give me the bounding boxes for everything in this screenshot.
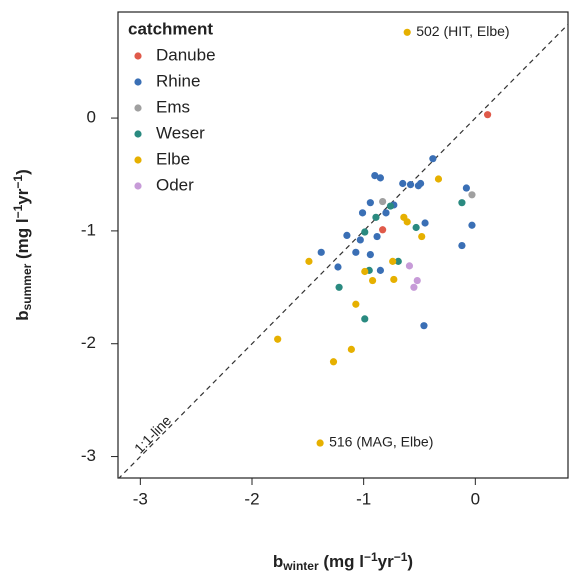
data-point [382, 209, 390, 217]
y-axis-label-part: −1 [11, 204, 25, 218]
legend-label: Ems [156, 97, 190, 116]
x-axis-label-part: ) [407, 552, 413, 571]
data-point [403, 28, 411, 36]
data-point [484, 111, 492, 119]
annotation: 502 (HIT, Elbe) [416, 23, 509, 39]
data-point [329, 358, 338, 366]
data-point [403, 218, 411, 226]
data-point [347, 345, 355, 353]
data-point [372, 213, 380, 221]
data-point [376, 266, 385, 274]
data-point [429, 155, 437, 163]
x-axis-label-part: winter [282, 559, 319, 573]
data-point [413, 276, 421, 285]
data-point [390, 275, 398, 284]
legend-label: Weser [156, 123, 205, 142]
data-point [420, 322, 428, 330]
legend-swatch [134, 130, 142, 138]
legend-title: catchment [128, 19, 213, 38]
legend-swatch [134, 182, 142, 190]
y-tick-label: -3 [81, 446, 96, 465]
x-axis-label-part: −1 [394, 550, 408, 564]
y-axis-label-part: yr [13, 188, 32, 204]
legend-label: Oder [156, 175, 194, 194]
data-point [399, 179, 407, 188]
legend-label: Rhine [156, 71, 200, 90]
data-point [421, 219, 429, 227]
data-point [462, 184, 470, 192]
legend-label: Danube [156, 45, 216, 64]
legend-label: Elbe [156, 149, 190, 168]
legend-swatch [134, 104, 142, 112]
y-tick-label: -2 [81, 333, 96, 352]
data-point [379, 226, 387, 234]
data-point [316, 439, 324, 447]
data-point [352, 300, 360, 308]
x-axis-label-part: −1 [364, 550, 378, 564]
data-point [361, 267, 369, 276]
data-point [305, 257, 313, 265]
x-tick-label: -1 [356, 489, 371, 508]
plot-area [118, 23, 568, 478]
data-point [373, 232, 381, 241]
data-point [361, 315, 369, 323]
x-axis-label: bwinter (mg l−1yr−1) [273, 550, 413, 572]
data-point [376, 174, 385, 182]
data-point [379, 197, 387, 206]
y-axis-label: bsummer (mg l−1yr−1) [11, 169, 33, 321]
data-point [274, 335, 282, 343]
y-tick-label: -1 [81, 220, 96, 239]
data-point [343, 231, 351, 240]
y-axis-label-part: summer [20, 263, 34, 310]
legend-swatch [134, 156, 142, 164]
data-point [405, 262, 414, 270]
x-axis-label-part: yr [378, 552, 394, 571]
annotation: 516 (MAG, Elbe) [329, 434, 433, 450]
data-point [406, 181, 415, 189]
one-to-one-line [118, 23, 568, 478]
data-point [389, 257, 397, 265]
data-point [361, 228, 369, 236]
data-point [417, 179, 425, 188]
y-axis-label-part: ) [13, 169, 32, 175]
x-axis-label-part: b [273, 552, 283, 571]
data-point [368, 276, 377, 285]
data-point [412, 223, 420, 232]
data-point [434, 175, 443, 183]
data-point [394, 257, 402, 265]
x-tick-label: -2 [244, 489, 259, 508]
y-axis-label-part: b [13, 310, 32, 320]
legend-swatch [134, 78, 142, 86]
data-point [386, 202, 395, 210]
data-point [317, 248, 325, 256]
data-point [371, 172, 379, 180]
x-tick-label: 0 [471, 489, 480, 508]
plot-frame [117, 11, 569, 479]
data-point [366, 199, 374, 207]
data-point [468, 221, 476, 229]
data-point [458, 241, 466, 250]
legend-swatch [134, 52, 142, 60]
y-axis-label-part: −1 [11, 175, 25, 189]
data-point [458, 199, 466, 207]
data-point [468, 191, 476, 199]
y-axis-label-part: (mg l [13, 218, 32, 263]
data-point [334, 263, 342, 271]
data-point [366, 250, 374, 259]
data-point [410, 283, 418, 291]
data-point [356, 236, 364, 244]
data-point [418, 232, 426, 241]
data-point [335, 283, 343, 291]
data-point [352, 248, 360, 256]
line-label: 1:1-line [131, 412, 175, 456]
x-axis-label-part: (mg l [319, 552, 364, 571]
x-tick-label: -3 [133, 489, 148, 508]
data-point [358, 209, 367, 217]
y-tick-label: 0 [87, 108, 96, 127]
